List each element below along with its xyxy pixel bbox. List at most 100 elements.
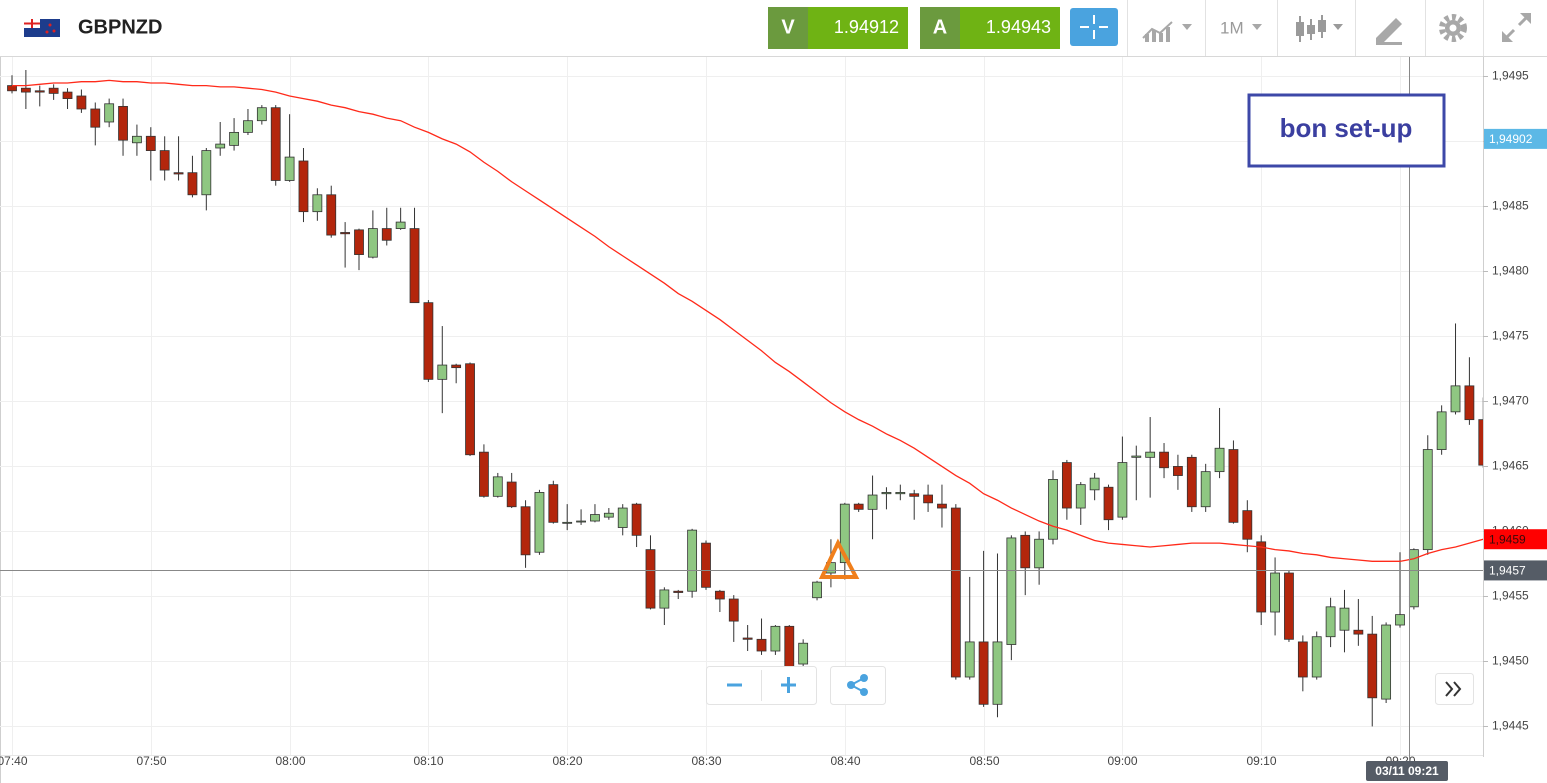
candle-body [673,590,684,593]
price-tag [1484,529,1547,550]
timeframe-button[interactable]: 1M [1220,18,1262,37]
candle-body [215,143,226,149]
y-tick-label: 1,9465 [1492,459,1529,473]
y-tick-label: 1,9495 [1492,69,1529,83]
candle-body [62,91,73,99]
candle-body [437,364,448,380]
candle-body [1353,629,1364,635]
buy-label: A [933,16,947,38]
candle-body [201,150,212,196]
y-tick-label: 1,9470 [1492,394,1529,408]
candle-body [48,87,59,94]
candle-body [243,120,253,133]
sell-price: 1.94912 [834,17,899,37]
candle-body [90,108,101,128]
candle-body [409,228,420,304]
y-tick-label: 1,9475 [1492,329,1529,343]
candle-body [506,481,517,508]
candle-body [284,156,295,181]
candle-body [1325,606,1336,638]
candle-body [534,492,545,553]
candle-body [1117,462,1128,518]
x-tick-label: 08:10 [413,754,443,768]
candle-body [1186,456,1197,508]
candle-body [1214,447,1225,473]
zoom-in-button[interactable] [781,677,796,693]
x-tick-label: 08:40 [830,754,860,768]
candle-body [1422,449,1433,551]
candle-body [1006,537,1017,645]
x-tick-label: 09:00 [1107,754,1137,768]
price-tag [1484,128,1547,149]
candle-body [1297,641,1308,678]
candle-body [256,107,267,122]
scroll-right-button[interactable] [1435,673,1474,705]
candle-body [701,542,711,588]
candle-body [1381,624,1392,700]
candle-body [895,492,906,495]
candle-body [76,95,87,110]
candle-style-button[interactable] [1296,15,1343,42]
crosshair-time-label: 03/11 09:21 [1375,764,1439,778]
buy-button[interactable] [920,7,960,49]
price-tag-label: 1,94902 [1489,132,1533,146]
candle-body [340,232,351,235]
candle-body [839,503,850,564]
candle-body [1270,572,1280,613]
candle-body [909,493,920,497]
fullscreen-button[interactable] [1502,13,1531,42]
price-tag-label: 1,9457 [1489,564,1526,578]
candle-body [812,581,822,599]
candle-body [1311,636,1322,678]
candle-body [187,172,198,196]
candle-body [520,506,531,556]
y-tick-label: 1,9455 [1492,589,1529,603]
y-tick-label: 1,9450 [1492,654,1529,668]
candle-body [1242,510,1253,540]
candle-body [312,194,323,213]
x-tick-label: 08:50 [969,754,999,768]
price-tag-label: 1,9459 [1489,532,1526,546]
candle-body [104,103,115,123]
x-tick-label: 08:20 [552,754,582,768]
candle-body [1256,541,1267,613]
candle-body [1061,462,1072,509]
sell-price-box[interactable] [808,7,908,49]
candle-body [1048,479,1058,540]
candle-body [1395,614,1405,626]
candle-body [1200,471,1211,508]
buy-price-box[interactable] [960,7,1060,49]
candle-body [1450,385,1461,413]
candle-body [576,520,586,523]
timeframe: 1M [1220,18,1244,37]
candle-body [1089,477,1100,491]
share-button[interactable] [830,666,886,705]
candle-body [784,625,795,669]
candle-body [950,507,961,678]
chart-type-button[interactable] [1142,21,1192,42]
settings-button[interactable] [1439,14,1467,42]
candle-body [728,598,739,622]
candle-body [631,503,642,536]
candle-body [548,484,559,523]
candle-body [853,503,864,510]
toolbar: GBPNZD V 1.94912 A 1.94943 [0,0,1547,57]
candle-body [1436,411,1447,450]
candle-body [34,90,45,93]
candle-body [617,507,628,528]
sell-button[interactable] [768,7,808,49]
y-tick-label: 1,9480 [1492,264,1529,278]
buy-price: 1.94943 [986,17,1051,37]
draw-tool-button[interactable] [1376,18,1402,45]
candle-body [367,228,378,258]
candle-body [395,221,406,229]
candle-body [590,514,600,522]
y-tick-label: 1,9445 [1492,719,1529,733]
candle-body [992,641,1003,705]
x-tick-label: 08:30 [691,754,721,768]
x-tick-label: 07:50 [136,754,166,768]
setup-triangle [818,538,860,579]
crosshair-button[interactable] [1070,8,1118,46]
candle-body [132,135,142,144]
candle-body [978,641,989,705]
